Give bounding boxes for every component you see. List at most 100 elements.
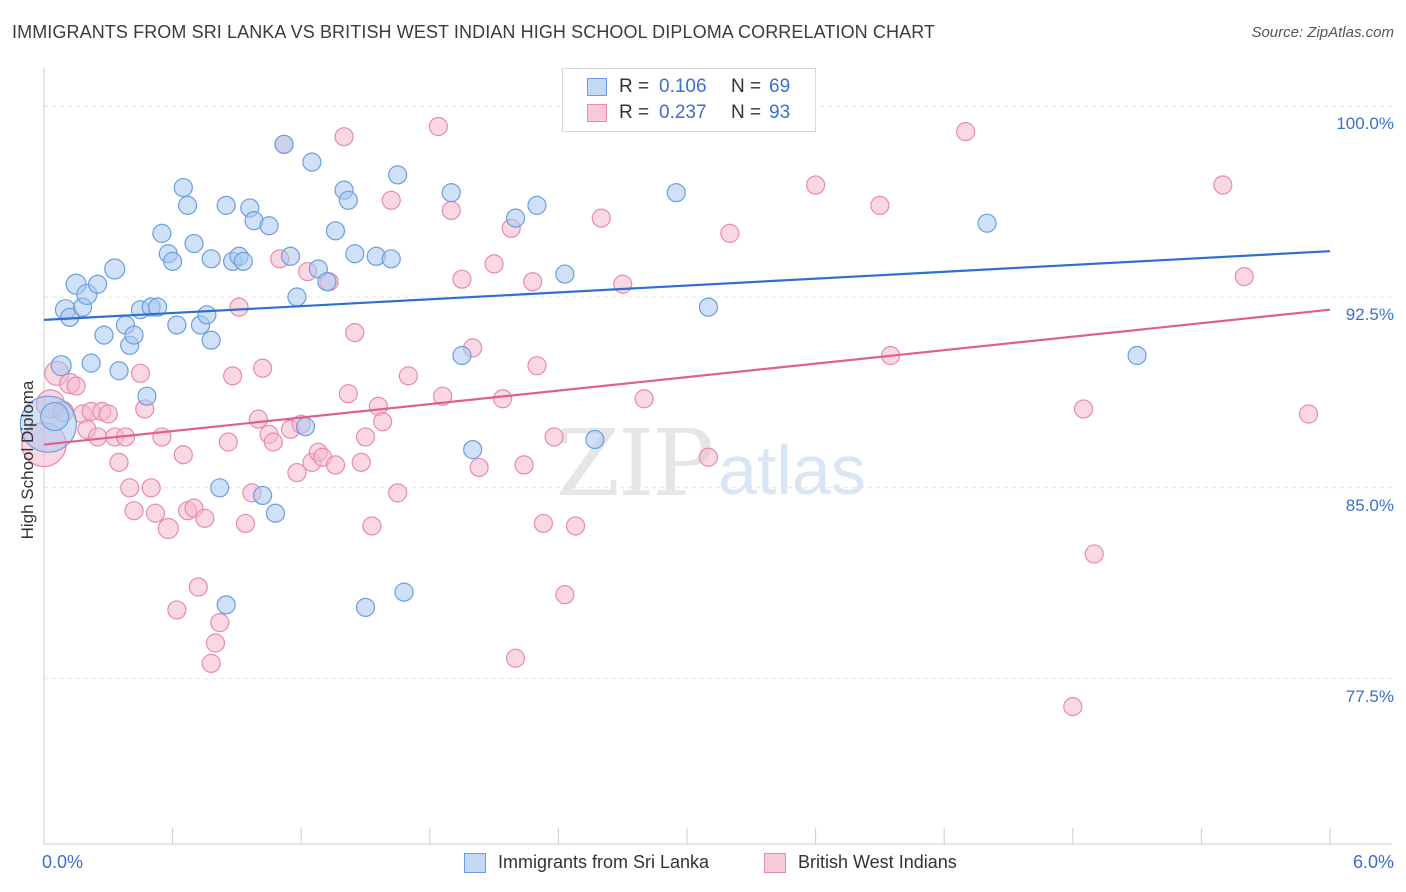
bwi-point: [109, 452, 129, 472]
bwi-point: [533, 513, 553, 534]
bwi-point: [956, 122, 976, 142]
sri-lanka-point: [280, 246, 301, 266]
legend-swatch-blue: [587, 78, 607, 96]
legend-n-label: N =: [731, 76, 762, 97]
y-tick-label: 92.5%: [1345, 304, 1394, 324]
bwi-point: [1073, 399, 1094, 419]
bwi-point: [398, 366, 418, 386]
bottom-legend-bwi: British West Indians: [764, 852, 957, 873]
bwi-point: [66, 376, 86, 396]
sri-lanka-point: [265, 503, 286, 523]
bwi-point: [591, 208, 611, 228]
sri-lanka-point: [124, 325, 144, 345]
sri-lanka-point: [274, 134, 294, 154]
sri-lanka-point: [104, 258, 126, 280]
bwi-point: [505, 648, 526, 668]
sri-lanka-point: [40, 401, 70, 432]
source-label: Source: ZipAtlas.com: [1251, 24, 1394, 41]
bwi-point: [205, 633, 226, 653]
bwi-point: [565, 516, 586, 536]
legend-r-label: R =: [619, 102, 650, 123]
bwi-point: [452, 269, 472, 289]
bwi-point: [345, 323, 365, 343]
x-tick-label-min: 0.0%: [42, 852, 84, 872]
bwi-point: [87, 427, 108, 447]
bwi-point: [1063, 697, 1083, 717]
bwi-point: [1298, 404, 1319, 424]
sri-lanka-point: [287, 287, 307, 307]
sri-lanka-point: [147, 297, 168, 317]
legend-box: R = 0.106 N = 69 R = 0.237 N = 93: [562, 68, 816, 132]
sri-lanka-point: [163, 251, 183, 271]
sri-lanka-point: [325, 221, 346, 241]
bwi-point: [210, 613, 230, 633]
sri-lanka-point: [338, 190, 358, 210]
bwi-point: [98, 404, 118, 424]
sri-lanka-point: [355, 597, 376, 617]
bwi-point: [523, 272, 543, 292]
sri-lanka-point: [317, 272, 337, 292]
watermark-zip: ZIP: [556, 410, 714, 517]
bwi-point: [720, 223, 740, 243]
bwi-point: [120, 478, 140, 498]
bottom-legend-sri-lanka: Immigrants from Sri Lanka: [464, 852, 709, 873]
y-tick-label: 77.5%: [1345, 686, 1394, 706]
y-axis-label: High School Diploma: [18, 380, 37, 540]
sri-lanka-point: [152, 223, 172, 243]
sri-lanka-point: [167, 315, 187, 335]
sri-lanka-point: [137, 386, 157, 406]
sri-lanka-point: [81, 353, 101, 373]
bwi-point: [484, 254, 504, 274]
sri-lanka-point: [184, 233, 204, 254]
bwi-point: [130, 363, 151, 383]
bwi-point: [373, 412, 393, 432]
bwi-point: [235, 513, 256, 534]
bottom-legend-label: Immigrants from Sri Lanka: [498, 852, 710, 872]
x-tick-label-max: 6.0%: [1352, 852, 1394, 872]
sri-lanka-point: [216, 195, 236, 215]
bwi-point: [287, 462, 307, 483]
sri-lanka-point: [210, 478, 230, 498]
bwi-point: [441, 200, 461, 221]
sri-lanka-point: [1127, 345, 1147, 366]
bwi-point: [362, 516, 382, 536]
bwi-point: [1234, 267, 1254, 287]
sri-lanka-point: [527, 195, 547, 215]
sri-lanka-point: [50, 355, 72, 377]
sri-lanka-point: [87, 274, 108, 294]
sri-lanka-point: [388, 165, 408, 185]
sri-lanka-point: [394, 582, 414, 602]
bwi-point: [634, 389, 654, 409]
bwi-point: [124, 501, 144, 521]
legend-row-sri-lanka: R = 0.106 N = 69: [587, 75, 841, 99]
bwi-point: [514, 455, 534, 475]
bwi-point: [195, 508, 215, 528]
bwi-point: [613, 274, 633, 294]
bwi-point: [167, 600, 187, 620]
sri-lanka-point: [441, 183, 461, 203]
bwi-point: [469, 457, 489, 478]
sri-lanka-point: [698, 297, 719, 317]
sri-lanka-point: [505, 208, 526, 228]
bwi-point: [388, 483, 408, 503]
bwi-point: [555, 585, 575, 605]
bwi-point: [145, 503, 166, 523]
sri-lanka-point: [259, 216, 279, 236]
sri-lanka-point: [585, 429, 605, 450]
bwi-point: [248, 409, 268, 429]
sri-lanka-point: [555, 264, 575, 284]
bwi-point: [201, 653, 221, 673]
bwi-point: [188, 577, 208, 597]
bwi-point: [428, 116, 448, 137]
bwi-point: [527, 356, 547, 376]
bwi-point: [253, 358, 273, 378]
bwi-point: [870, 195, 890, 215]
bwi-trend-line: [43, 308, 1331, 446]
bwi-point: [544, 427, 564, 447]
bwi-point: [325, 455, 346, 475]
bottom-legend-label: British West Indians: [798, 852, 957, 872]
bwi-point: [351, 452, 371, 472]
legend-r-label: R =: [619, 76, 650, 97]
legend-r-value: 0.237: [659, 102, 707, 123]
